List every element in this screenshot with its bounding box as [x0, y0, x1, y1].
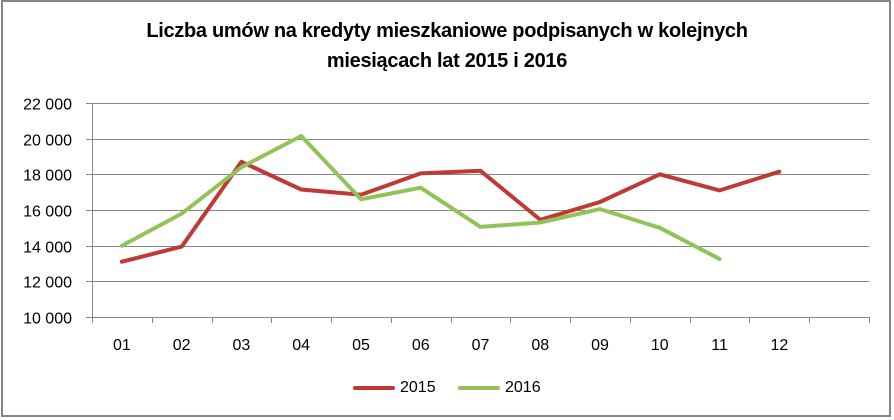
y-tick-label: 12 000: [23, 275, 72, 292]
x-tick-label: 07: [472, 337, 490, 354]
legend-label-2015: 2015: [400, 379, 436, 396]
y-tick-label: 22 000: [23, 97, 72, 114]
legend-item-2016: 2016: [458, 377, 541, 399]
x-tick-label: 08: [531, 337, 549, 354]
line-series-2016: [119, 134, 722, 261]
legend: 2015 2016: [0, 377, 894, 399]
y-axis: 10 000 12 000 14 000 16 000 18 000 20 000 22 0…: [23, 97, 93, 328]
x-tick-label: 05: [352, 337, 370, 354]
y-tick-label: 14 000: [23, 240, 72, 257]
x-tick-label: 10: [651, 337, 669, 354]
x-tick-label: 09: [591, 337, 609, 354]
legend-swatch-2016: [458, 386, 500, 390]
x-tick-label: 03: [233, 337, 251, 354]
chart-title-line-2: miesiącach lat 2015 i 2016: [326, 50, 568, 72]
data-series: [119, 134, 782, 264]
gridlines: [92, 103, 869, 318]
x-tick-label: 04: [292, 337, 310, 354]
legend-item-2015: 2015: [353, 377, 436, 399]
y-tick-label: 16 000: [23, 204, 72, 221]
chart-title-line-1: Liczba umów na kredyty mieszkaniowe podp…: [146, 20, 748, 42]
y-tick-label: 18 000: [23, 168, 72, 185]
legend-label-2016: 2016: [505, 379, 541, 396]
x-tick-label: 01: [113, 337, 131, 354]
x-tick-label: 11: [711, 337, 728, 354]
y-tick-label: 10 000: [23, 311, 72, 328]
x-axis: 01 02 03 04 05 06 07 08 09 10 11 12: [92, 317, 870, 354]
x-tick-label: 06: [412, 337, 430, 354]
legend-swatch-2015: [353, 386, 395, 390]
x-tick-label: 02: [173, 337, 191, 354]
chart-title: Liczba umów na kredyty mieszkaniowe podp…: [0, 16, 894, 76]
y-tick-label: 20 000: [23, 133, 72, 150]
x-tick-label: 12: [770, 337, 788, 354]
